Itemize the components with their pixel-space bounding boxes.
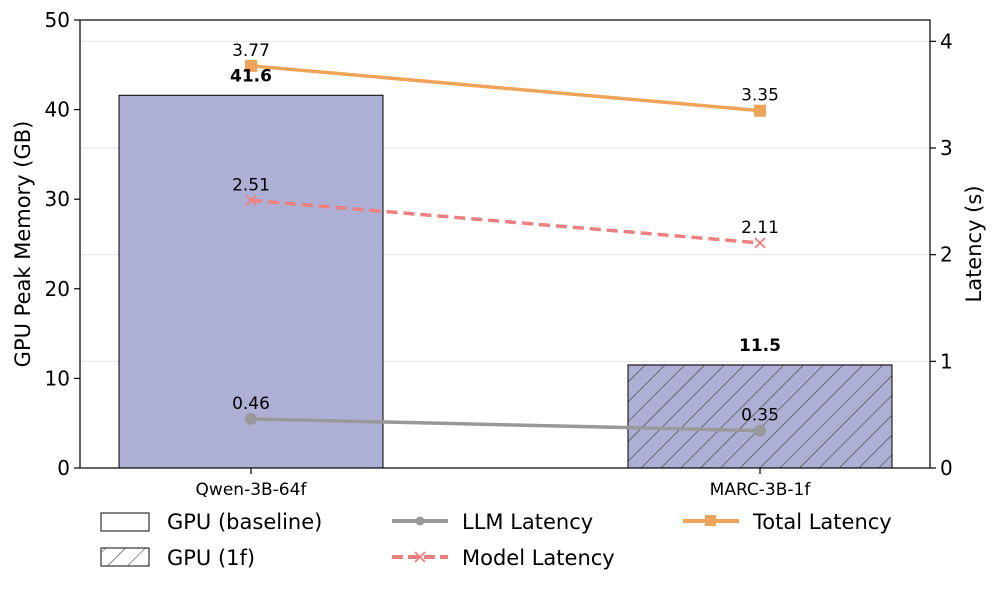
marker-llm-latency [245,412,257,425]
right-tick-label: 2 [940,243,953,267]
line-model-latency [250,198,761,245]
legend-label-total-latency: Total Latency [752,510,892,534]
left-tick-label: 50 [45,8,70,32]
legend-marker-model-latency [414,551,426,563]
plot-frame [79,19,931,469]
legend-label-llm-latency: LLM Latency [462,510,593,534]
bar-value-label: 41.6 [230,66,272,86]
point-label-model-latency: 2.11 [741,218,779,238]
legend-label-gpu-baseline: GPU (baseline) [167,510,322,534]
bars [118,94,893,469]
left-tick-label: 0 [57,456,70,480]
latency-lines [245,59,766,437]
right-tick-label: 1 [940,349,953,373]
marker-model-latency [754,237,766,249]
right-tick-label: 4 [940,29,953,53]
point-label-llm-latency: 0.46 [232,394,270,414]
right-tick-label: 3 [940,136,953,160]
bar-value-label: 11.5 [739,336,781,356]
point-label-total-latency: 3.77 [232,41,270,61]
marker-total-latency [754,104,766,117]
marker-model-latency [245,194,257,206]
marker-total-latency [245,59,257,72]
x-tick-label: Qwen-3B-64f [196,480,308,500]
left-tick-label: 20 [45,277,70,301]
x-tick-label: MARC-3B-1f [710,480,812,500]
point-label-llm-latency: 0.35 [741,406,779,426]
line-total-latency [250,64,761,113]
left-tick-label: 10 [45,366,70,390]
point-label-total-latency: 3.35 [741,86,779,106]
bar-qwen-3b-64f [118,94,384,469]
right-axis-label: Latency (s) [962,185,986,302]
right-tick-label: 0 [940,456,953,480]
data-labels: 41.6 11.5 0.46 0.35 2.51 2.11 3.77 3.35 [230,41,781,426]
point-label-model-latency: 2.51 [232,175,270,195]
line-llm-latency [250,417,761,433]
legend-marker-total-latency [705,515,716,526]
legend-marker-llm-latency [415,516,425,526]
bar-hatch [627,364,893,469]
left-tick-label: 40 [45,98,70,122]
left-axis-label: GPU Peak Memory (GB) [11,121,35,368]
legend-label-model-latency: Model Latency [462,546,615,570]
left-tick-label: 30 [45,187,70,211]
legend: GPU (baseline) GPU (1f) LLM Latency Mode… [100,510,892,570]
legend-swatch-gpu-1f [100,547,150,567]
legend-swatch-gpu-baseline [100,512,150,532]
marker-llm-latency [754,424,766,437]
legend-label-gpu-1f: GPU (1f) [167,546,255,570]
